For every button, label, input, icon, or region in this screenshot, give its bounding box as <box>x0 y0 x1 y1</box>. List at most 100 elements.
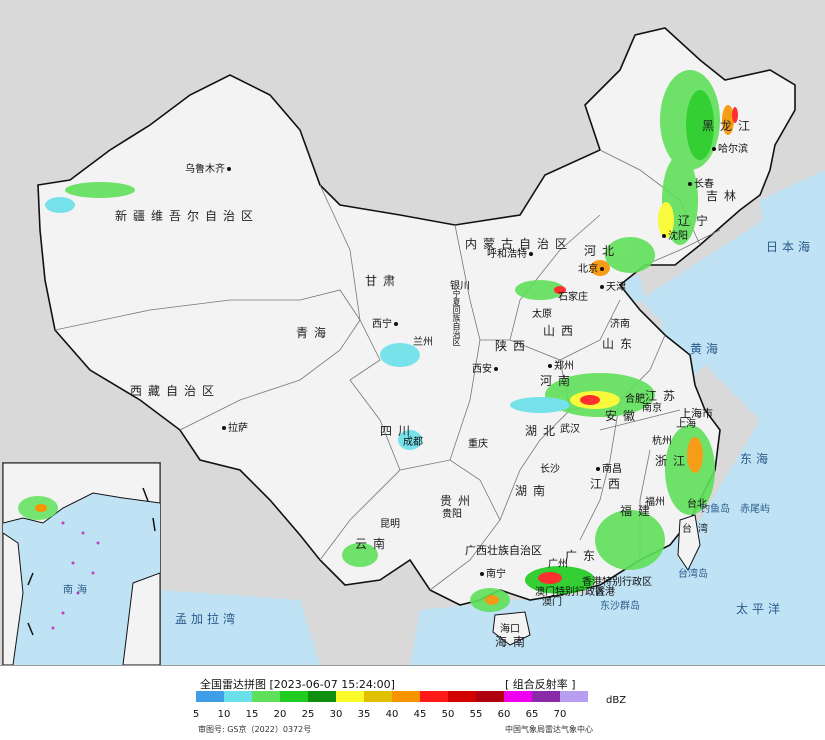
scale-tick: 60 <box>497 709 511 720</box>
bengal-water <box>160 590 320 665</box>
region-label: 吉林 <box>706 189 743 203</box>
scale-swatch <box>308 691 336 702</box>
scale-tick: 20 <box>273 709 287 720</box>
city-label: 广州 <box>548 559 568 570</box>
taiwan-island-label: 台湾岛 <box>678 569 708 580</box>
city-label: 武汉 <box>560 424 580 435</box>
region-label: 青海 <box>296 326 333 340</box>
region-label: 内蒙古自治区 <box>465 237 574 251</box>
chiwei-label: 赤尾屿 <box>740 504 770 515</box>
scale-tick: 30 <box>329 709 343 720</box>
city-label: 兰州 <box>413 337 433 348</box>
city-label: 沈阳 <box>662 232 688 242</box>
city-label: 杭州 <box>652 436 672 447</box>
region-label: 云南 <box>355 537 392 551</box>
approval-number: 审图号: GS京（2022）0372号 <box>198 725 312 734</box>
city-label: 银川 <box>450 281 470 292</box>
city-label: 成都 <box>403 437 423 448</box>
scale-swatch <box>476 691 504 702</box>
scale-tick: 55 <box>469 709 483 720</box>
city-label: 海口 <box>500 624 520 635</box>
city-label: 呼和浩特 <box>487 250 535 260</box>
hainan-land <box>492 611 531 646</box>
legend-panel: 全国雷达拼图 [2023-06-07 15:24:00] [ 组合反射率 ] d… <box>0 665 825 740</box>
scale-tick: 40 <box>385 709 399 720</box>
city-label: 西宁 <box>372 320 400 330</box>
product-label: [ 组合反射率 ] <box>505 678 576 691</box>
region-label: 江苏 <box>645 389 682 403</box>
scale-swatch <box>224 691 252 702</box>
bengal-label: 孟加拉湾 <box>175 612 240 626</box>
radar-echoes <box>45 70 738 612</box>
yellow-sea-label: 黄海 <box>690 342 723 356</box>
city-label: 上海 <box>676 419 696 430</box>
pacific-water <box>560 180 825 665</box>
region-label: 台湾 <box>682 524 714 535</box>
scale-swatch <box>280 691 308 702</box>
radar-map[interactable]: 日本海 黄海 东海 太平洋 孟加拉湾 钓鱼岛 赤尾屿 东沙群岛 台湾岛 新疆维吾… <box>0 0 825 666</box>
color-scale <box>196 691 588 702</box>
region-label: 新疆维吾尔自治区 <box>115 209 260 223</box>
city-label: 台北 <box>687 499 707 510</box>
region-label: 福建 <box>620 504 657 518</box>
scale-swatch <box>448 691 476 702</box>
region-label: 海南 <box>495 635 532 649</box>
south-sea-label: 南海 <box>63 585 91 596</box>
credit-label: 中国气象局雷达气象中心 <box>505 725 593 734</box>
scale-tick: 5 <box>192 709 200 720</box>
region-label: 广西壮族自治区 <box>465 544 542 557</box>
scale-tick: 50 <box>441 709 455 720</box>
scale-tick: 15 <box>245 709 259 720</box>
city-label: 澳门 <box>542 597 562 608</box>
unit-label: dBZ <box>606 695 627 706</box>
city-label: 长春 <box>688 180 714 190</box>
region-label: 广东 <box>565 549 602 563</box>
city-label: 福州 <box>645 497 665 508</box>
city-label: 乌鲁木齐 <box>185 165 233 175</box>
east-sea-label: 东海 <box>740 452 773 466</box>
scale-swatch <box>560 691 588 702</box>
region-label: 澳门特别行政区 <box>535 587 605 598</box>
scale-swatch <box>504 691 532 702</box>
region-label: 安徽 <box>605 409 642 423</box>
region-label: 辽宁 <box>678 214 715 228</box>
region-label: 河南 <box>540 374 577 388</box>
city-label: 南京 <box>642 403 662 414</box>
region-label: 江西 <box>590 477 627 491</box>
scale-tick: 70 <box>553 709 567 720</box>
scale-swatch <box>196 691 224 702</box>
scale-tick: 35 <box>357 709 371 720</box>
city-label: 哈尔滨 <box>712 145 748 155</box>
region-label: 西藏自治区 <box>130 384 221 398</box>
region-label: 宁夏回族自治区 <box>452 290 461 346</box>
south-sea-inset: 南海 <box>2 462 161 666</box>
city-label: 太原 <box>532 309 552 320</box>
scale-swatch <box>532 691 560 702</box>
region-label: 浙江 <box>655 454 692 468</box>
region-label: 陕西 <box>495 339 532 353</box>
region-label: 上海市 <box>680 407 713 420</box>
city-label: 长沙 <box>540 464 560 475</box>
taiwan-land <box>677 514 701 572</box>
map-canvas <box>37 27 825 665</box>
scale-swatch <box>392 691 420 702</box>
japan-sea-label: 日本海 <box>766 240 815 254</box>
city-label: 西安 <box>472 365 500 375</box>
city-label: 南宁 <box>480 570 506 580</box>
city-label: 北京 <box>578 265 606 275</box>
scale-tick: 10 <box>217 709 231 720</box>
diaoyu-label: 钓鱼岛 <box>700 504 730 515</box>
region-label: 黑龙江 <box>702 119 757 133</box>
scale-tick: 65 <box>525 709 539 720</box>
region-label: 甘肃 <box>365 274 402 288</box>
city-label: 石家庄 <box>558 292 588 303</box>
dongsha-label: 东沙群岛 <box>600 601 640 612</box>
scale-tick: 25 <box>301 709 315 720</box>
region-label: 湖南 <box>515 484 552 498</box>
scale-swatch <box>420 691 448 702</box>
region-label: 河北 <box>584 244 621 258</box>
region-label: 湖北 <box>525 424 562 438</box>
city-label: 济南 <box>610 319 630 330</box>
region-label: 香港特别行政区 <box>582 577 652 588</box>
city-label: 贵阳 <box>442 509 462 520</box>
